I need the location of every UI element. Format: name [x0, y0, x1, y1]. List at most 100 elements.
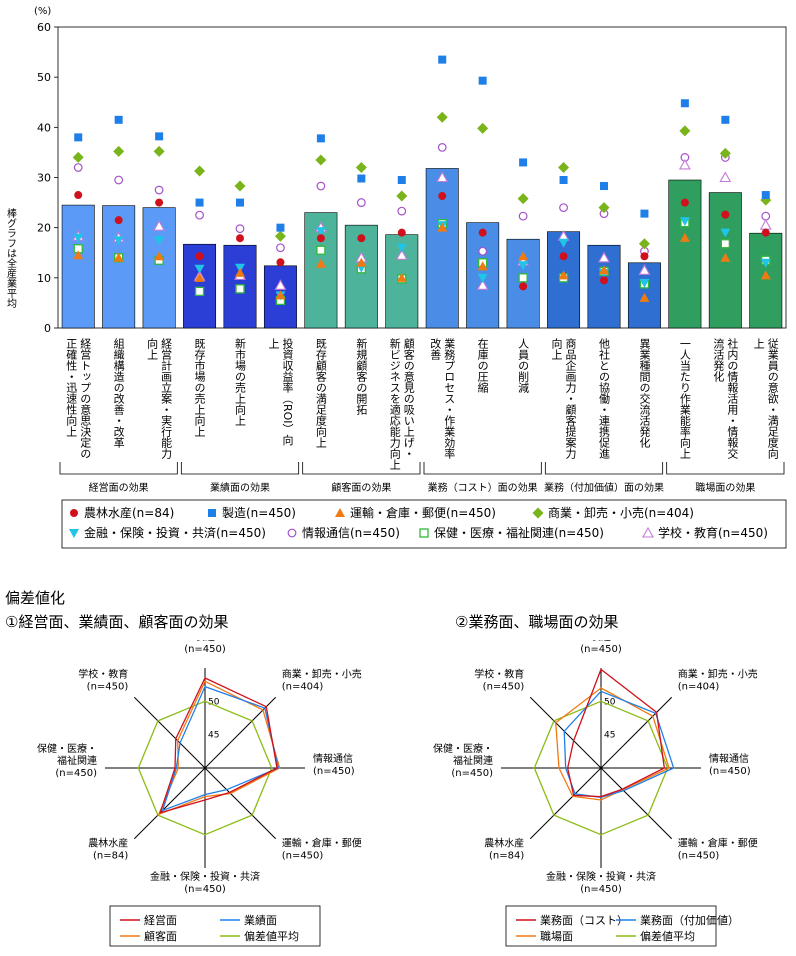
- section-title: 偏差値化: [5, 589, 66, 607]
- radar-series: [161, 685, 280, 812]
- group-bracket: [180, 462, 300, 475]
- marker-diamond: [679, 125, 691, 137]
- marker-square: [316, 134, 325, 143]
- y-tick-label: 40: [37, 121, 51, 134]
- bar: [466, 222, 500, 329]
- y-tick-label: 10: [37, 272, 51, 285]
- radar-legend-label: 偏差値平均: [640, 929, 695, 943]
- radar-spoke: [204, 767, 277, 840]
- category-label: 経営トップの意思決定の: [79, 338, 92, 459]
- marker-triangle-open: [436, 171, 449, 183]
- legend-box: [61, 499, 787, 549]
- marker-circle-open: [761, 211, 771, 221]
- marker-triangle-down: [315, 227, 326, 237]
- marker-circle: [114, 216, 123, 225]
- marker-square: [74, 133, 83, 142]
- marker-circle: [357, 234, 366, 243]
- marker-diamond: [194, 165, 206, 177]
- radar-axis-label: 金融・保険・投資・共済: [546, 870, 656, 883]
- category-label: 上: [752, 338, 765, 349]
- radar-axis-label: 福祉関連: [453, 754, 493, 767]
- marker-square-open: [235, 284, 245, 294]
- marker-triangle-open: [598, 251, 610, 263]
- marker-square: [559, 176, 568, 185]
- category-label: 向上: [146, 337, 159, 360]
- marker-square: [357, 174, 366, 183]
- category-label: 経営計画立案・実行能力: [160, 338, 173, 459]
- marker-triangle-open: [395, 249, 408, 260]
- radar-axis-label: 学校・教育: [78, 667, 128, 680]
- radar-legend-label: 業務面（コスト）: [540, 913, 628, 927]
- marker-circle: [74, 191, 83, 200]
- marker-triangle-open: [678, 158, 691, 170]
- radar-series: [159, 677, 278, 814]
- radar-chart-2: 4550製造(n=450)商業・卸売・小売(n=404)情報通信(n=450)運…: [433, 640, 758, 947]
- category-label: 組織構造の改善・改革: [112, 338, 125, 448]
- radar-tick-label: 45: [604, 731, 615, 741]
- category-label: 向上: [550, 337, 563, 360]
- y-tick-label: 30: [37, 172, 51, 185]
- marker-triangle: [437, 222, 448, 232]
- radar-axis-label: 情報通信: [709, 752, 749, 765]
- radar-tick-label: 50: [604, 697, 616, 707]
- marker-square: [155, 132, 164, 141]
- radar-axis-label: 保健・医療・: [37, 742, 97, 755]
- legend-label: 金融・保険・投資・共済(n=450): [84, 525, 266, 540]
- radar-axis-label: 農林水産: [88, 837, 128, 850]
- radar-axis-label: (n=450): [678, 851, 720, 862]
- marker-diamond: [436, 111, 448, 123]
- radar-axis-label: (n=450): [55, 768, 97, 779]
- marker-triangle: [679, 232, 690, 242]
- marker-diamond: [315, 154, 327, 166]
- marker-square: [236, 198, 244, 207]
- marker-diamond: [532, 507, 544, 519]
- group-bracket: [59, 462, 178, 475]
- marker-triangle: [154, 251, 165, 261]
- group-label: 業務（コスト）面の効果: [428, 481, 538, 494]
- marker-triangle-down: [679, 217, 690, 227]
- marker-square: [478, 76, 487, 85]
- radar-axis-label: 福祉関連: [57, 754, 97, 767]
- category-label: 人員の削減: [517, 338, 530, 394]
- radar-legend-label: 経営面: [144, 913, 177, 927]
- radar-spoke: [133, 696, 206, 769]
- marker-diamond: [153, 145, 165, 157]
- radar-axis-label: (n=450): [313, 766, 355, 777]
- legend-label: 農林水産(n=84): [84, 505, 174, 520]
- radar-legend-label: 顧客面: [144, 929, 177, 943]
- radar-axis-label: (n=450): [87, 681, 129, 692]
- radar-axis-label: (n=450): [483, 681, 525, 692]
- radar-axis-label: (n=450): [451, 768, 493, 779]
- marker-triangle-open: [719, 171, 732, 183]
- marker-square-open: [720, 239, 730, 249]
- radar-spoke: [133, 767, 206, 840]
- radar-axis-label: (n=84): [489, 851, 524, 862]
- bar: [425, 168, 459, 329]
- marker-circle-open: [559, 203, 568, 213]
- y-tick-label: 50: [37, 71, 51, 84]
- marker-circle: [478, 228, 487, 237]
- radar-spoke: [600, 767, 673, 840]
- marker-triangle: [760, 270, 771, 280]
- category-label: 新市場の売上向上: [234, 337, 247, 426]
- marker-square-open: [194, 286, 205, 297]
- marker-circle: [236, 234, 244, 243]
- radar-axis-label: (n=450): [580, 884, 622, 895]
- y-tick-label: 0: [44, 322, 51, 335]
- marker-triangle-down: [396, 243, 407, 253]
- marker-triangle: [335, 508, 345, 517]
- marker-triangle-down: [194, 264, 205, 274]
- marker-square: [438, 55, 447, 64]
- category-label: 正確性・迅速性向上: [65, 338, 78, 437]
- radar-tick-label: 50: [208, 697, 220, 707]
- radar-axis-label: 製造: [195, 640, 215, 643]
- radar-axis-label: (n=450): [282, 851, 324, 862]
- marker-triangle: [356, 257, 367, 267]
- marker-circle: [70, 509, 78, 517]
- marker-triangle-down: [113, 236, 124, 246]
- group-label: 経営面の効果: [89, 481, 149, 494]
- marker-circle: [519, 282, 528, 291]
- radar-legend-box: [505, 905, 717, 947]
- group-label: 顧客面の効果: [331, 481, 391, 494]
- marker-circle-open: [316, 181, 326, 191]
